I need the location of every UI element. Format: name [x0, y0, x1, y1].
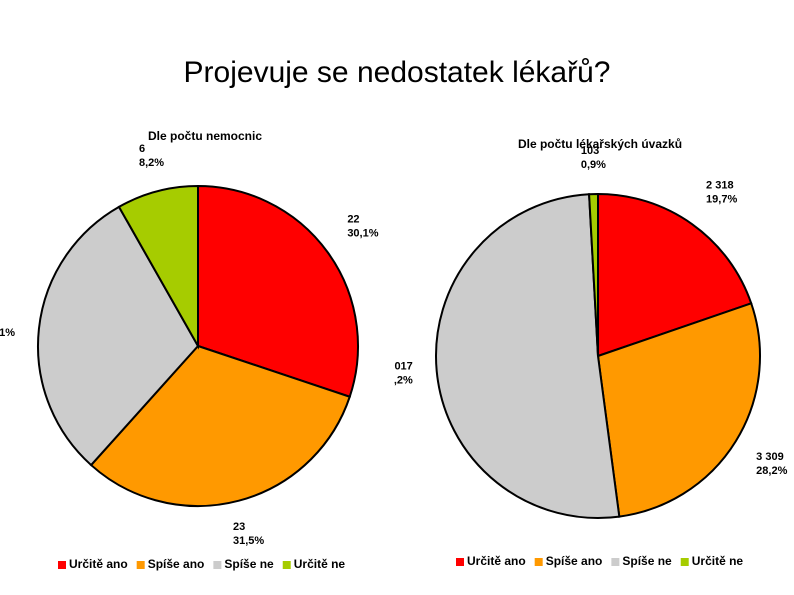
- legend-label: Určitě ano: [69, 557, 128, 571]
- data-label: 6: [139, 143, 145, 155]
- legend-label: Spíše ano: [546, 554, 603, 568]
- legend-swatch: [456, 558, 464, 566]
- data-label: 30,1%: [347, 227, 378, 239]
- legend-label: Určitě ne: [294, 557, 346, 571]
- data-label: 8,2%: [139, 157, 164, 169]
- legend-label: Určitě ne: [692, 554, 744, 568]
- pie-slice: [37, 205, 200, 467]
- slide-title: Projevuje se nedostatek lékařů?: [184, 56, 611, 89]
- data-label: ,1%: [0, 327, 15, 339]
- chart-subtitle: Dle počtu nemocnic: [148, 129, 262, 143]
- legend-label: Určitě ano: [467, 554, 526, 568]
- legend-swatch: [534, 558, 543, 566]
- legend-label: Spíše ne: [224, 557, 274, 571]
- chart-subtitle: Dle počtu lékařských úvazků: [518, 137, 682, 151]
- legend-swatch: [611, 558, 620, 566]
- legend-swatch: [680, 558, 689, 566]
- pie-slice: [588, 192, 599, 357]
- data-label: 31,5%: [233, 535, 264, 547]
- legend-swatch: [282, 561, 291, 569]
- pie-slice: [89, 344, 352, 507]
- data-label: 3 309: [756, 451, 784, 463]
- legend-swatch: [213, 561, 222, 569]
- data-label: 28,2%: [756, 465, 787, 477]
- data-label: 22: [347, 213, 359, 225]
- pie-slice: [197, 184, 359, 399]
- data-label: 19,7%: [706, 194, 737, 206]
- data-label: 2 318: [706, 180, 734, 192]
- pie-slice: [435, 193, 621, 519]
- data-label: 23: [233, 521, 245, 533]
- legend-swatch: [136, 561, 145, 569]
- legend-label: Spíše ano: [148, 557, 205, 571]
- legend-swatch: [58, 561, 66, 569]
- data-label: 103: [581, 145, 599, 157]
- data-label: ,2%: [394, 374, 413, 386]
- legend-label: Spíše ne: [622, 554, 672, 568]
- data-label: 0,9%: [581, 159, 606, 171]
- data-label: 017: [394, 360, 412, 372]
- pie-slice: [596, 302, 761, 518]
- pie-slice: [117, 184, 199, 350]
